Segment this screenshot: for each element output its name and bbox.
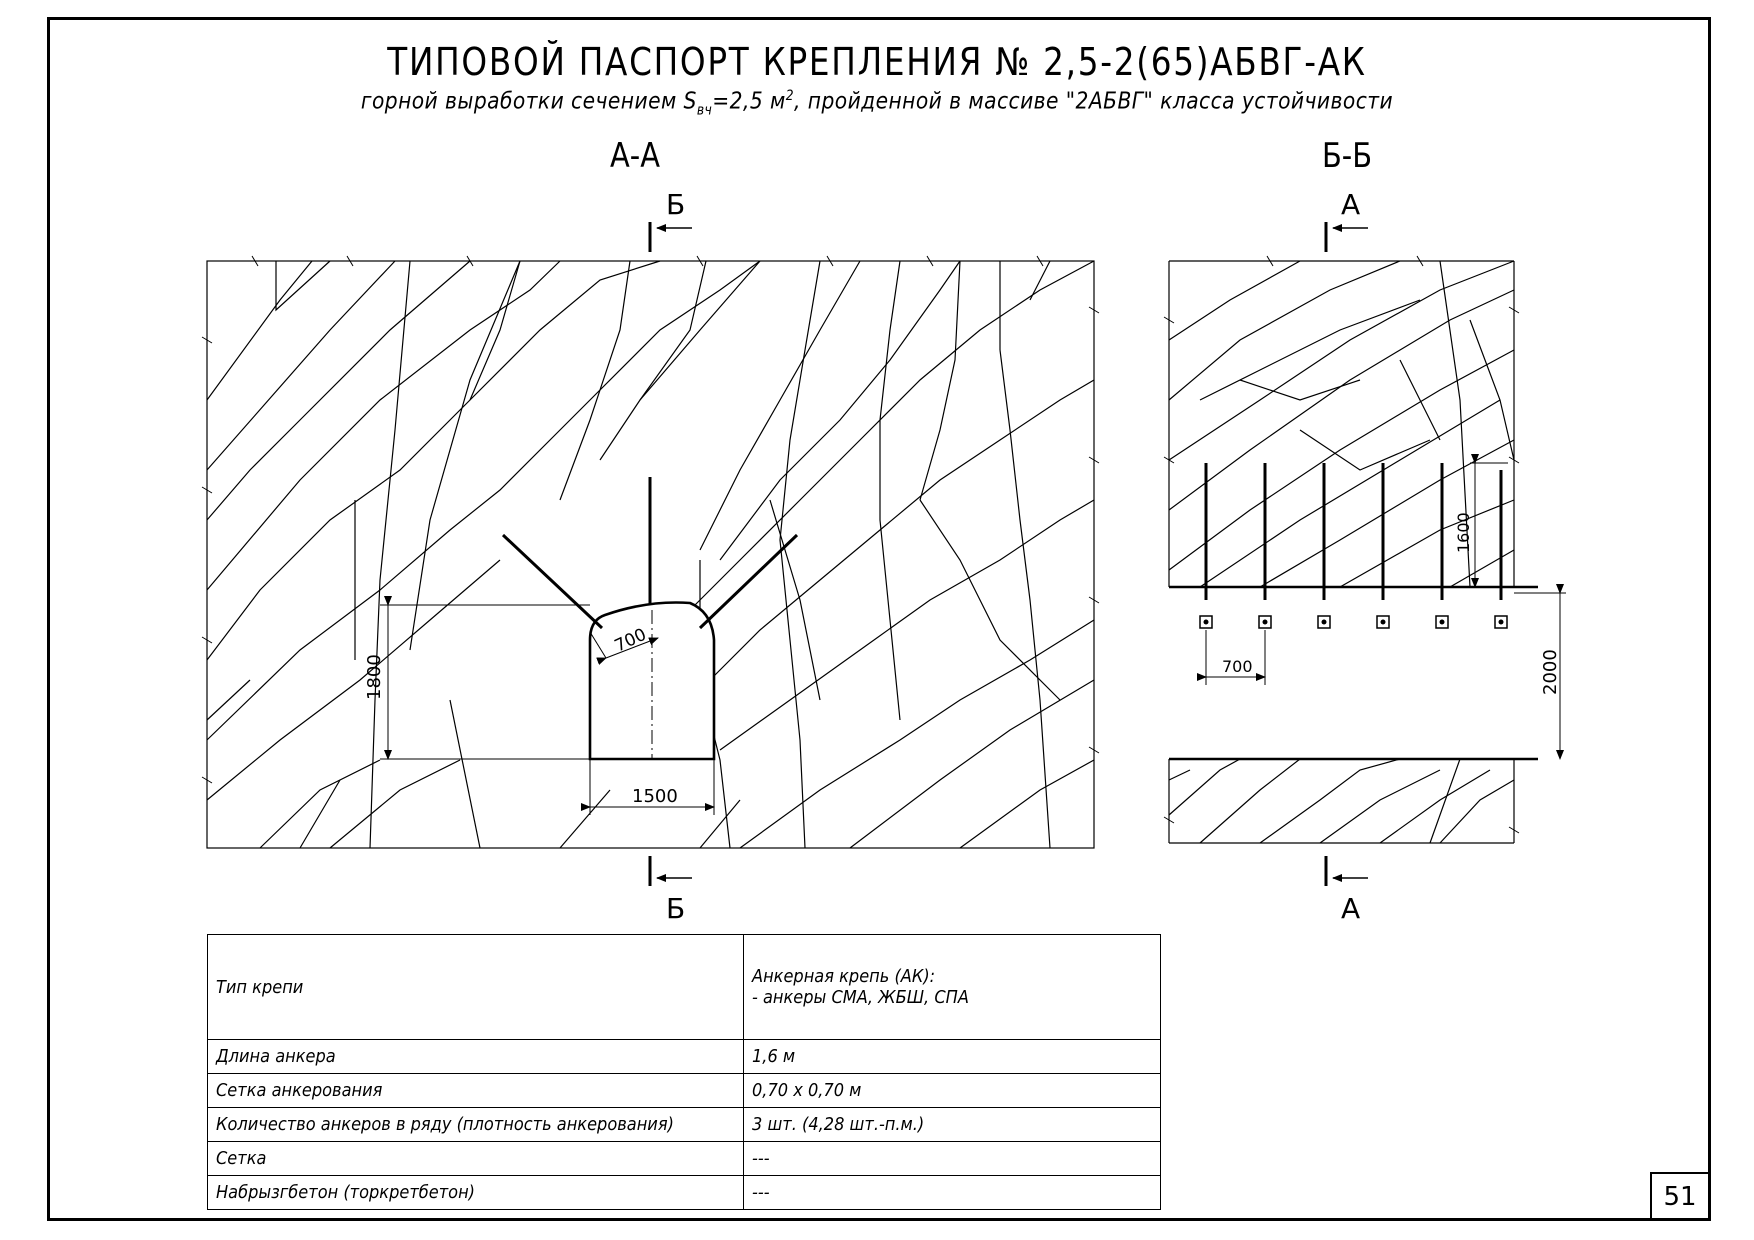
dim-1600-label: 1600 <box>1454 512 1473 553</box>
section-bb-rock <box>1168 260 1515 844</box>
drawing-frame <box>47 17 1711 1221</box>
row-value: --- <box>752 1148 770 1169</box>
section-aa-label: А-А <box>610 136 660 176</box>
section-bb-break-marks <box>1163 255 1520 834</box>
dim-700-aa-lines <box>589 631 659 665</box>
dim-1800-label: 1800 <box>364 654 385 700</box>
anchors-aa <box>501 477 799 630</box>
row-value-2: - анкеры СМА, ЖБШ, СПА <box>752 987 969 1008</box>
dim-1500-label: 1500 <box>632 786 678 807</box>
table-row: Тип крепи Анкерная крепь (АК): - анкеры С… <box>207 934 1161 1040</box>
row-name: Сетка анкерования <box>216 1080 383 1101</box>
cut-label-aa-bottom: Б <box>666 892 685 925</box>
dim-700-bb-label: 700 <box>1222 657 1253 676</box>
dim-2000-label: 2000 <box>1540 649 1561 695</box>
page-title: ТИПОВОЙ ПАСПОРТ КРЕПЛЕНИЯ № 2,5-2(65)АБВ… <box>387 40 1367 84</box>
table-row: Количество анкеров в ряду (плотность анк… <box>207 1107 1161 1142</box>
anchor-right <box>698 533 799 630</box>
row-name: Сетка <box>216 1148 267 1169</box>
table-row: Сетка анкерования 0,70 х 0,70 м <box>207 1073 1161 1108</box>
anchors-bb <box>1204 463 1503 600</box>
dim-700-bb-lines <box>1197 630 1266 685</box>
section-aa-rock <box>206 260 1095 849</box>
cut-label-bb-top: А <box>1341 188 1360 221</box>
anchor-plate-dots-bb <box>1203 619 1504 625</box>
row-value: --- <box>752 1182 770 1203</box>
section-aa-border <box>206 260 1095 849</box>
dim-1800-lines <box>380 596 590 760</box>
dim-1600-lines <box>1470 454 1508 588</box>
dim-2000-lines <box>1514 584 1566 760</box>
row-value: 1,6 м <box>752 1046 796 1067</box>
row-value: 3 шт. (4,28 шт.-п.м.) <box>752 1114 925 1135</box>
table-row: Набрызгбетон (торкретбетон) --- <box>207 1175 1161 1210</box>
support-spec-table: Тип крепи Анкерная крепь (АК): - анкеры С… <box>207 934 1161 1210</box>
anchor-plates-bb <box>1199 615 1508 629</box>
cut-label-bb-bottom: А <box>1341 892 1360 925</box>
row-name: Тип крепи <box>216 976 304 998</box>
row-name: Набрызгбетон (торкретбетон) <box>216 1182 475 1203</box>
anchor-left <box>501 533 604 630</box>
cut-label-aa-top: Б <box>666 188 685 221</box>
table-row: Сетка --- <box>207 1141 1161 1176</box>
row-value: 0,70 х 0,70 м <box>752 1080 862 1101</box>
row-name: Длина анкера <box>216 1046 336 1067</box>
page-number: 51 <box>1650 1172 1708 1220</box>
section-bb-label: Б-Б <box>1321 136 1373 176</box>
section-aa-break-marks <box>201 255 1100 784</box>
dim-1500-lines <box>581 759 715 815</box>
page-subtitle: горной выработки сечением Sвч=2,5 м2, пр… <box>360 88 1394 119</box>
row-value: Анкерная крепь (АК): <box>752 966 936 987</box>
table-row: Длина анкера 1,6 м <box>207 1039 1161 1074</box>
row-name: Количество анкеров в ряду (плотность анк… <box>216 1114 674 1135</box>
